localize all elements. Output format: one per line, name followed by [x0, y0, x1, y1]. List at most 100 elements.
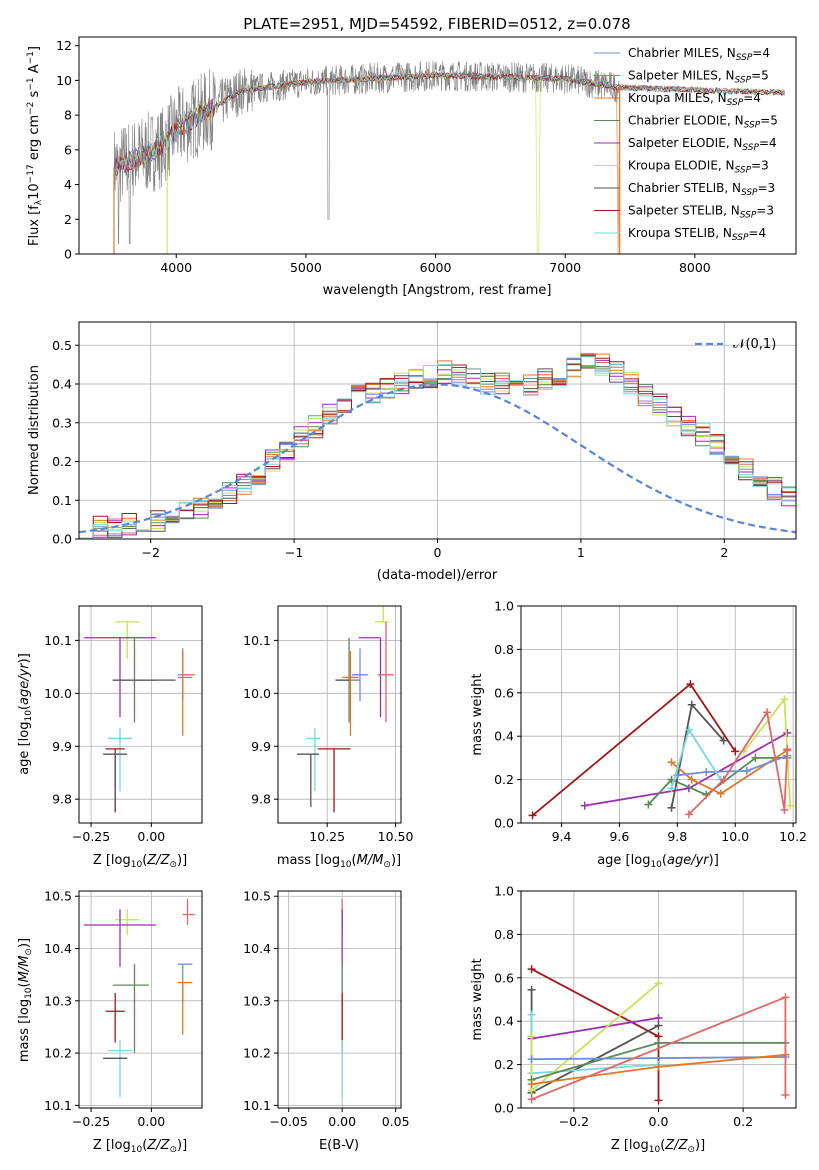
x-tick-label: 10.50 — [378, 829, 414, 844]
plot-area-age-mass — [297, 606, 395, 813]
plus-marker — [654, 1062, 663, 1071]
legend-label: Chabrier ELODIE, NSSP=5 — [628, 114, 778, 131]
plus-marker — [528, 811, 537, 820]
y-tick-label: 9.9 — [251, 739, 271, 754]
plus-marker — [654, 1096, 663, 1105]
y-tick-label: 10.3 — [44, 993, 72, 1008]
y-tick-label: 10.0 — [243, 686, 271, 701]
x-tick-label: −0.25 — [72, 1114, 110, 1129]
weight-line-salpeter-elodie — [531, 1017, 659, 1040]
y-axis-label: Normed distribution — [27, 365, 42, 495]
x-tick-label: 9.8 — [667, 829, 687, 844]
error-bar-point — [375, 606, 389, 623]
axes-frame — [520, 605, 797, 824]
x-axis-label: mass [log10(M/M⊙)] — [277, 853, 401, 870]
x-tick-label: 1 — [577, 545, 585, 560]
plus-marker — [644, 800, 653, 809]
axes-frame — [277, 605, 402, 824]
y-tick-label: 0.2 — [494, 1057, 514, 1072]
x-tick-label: 0.00 — [137, 829, 165, 844]
y-tick-label: 0.0 — [494, 1101, 514, 1116]
weight-line-salpeter-miles — [688, 709, 789, 815]
x-tick-label: −2 — [141, 545, 159, 560]
plot-area-spectrum — [113, 60, 785, 254]
plus-marker — [783, 745, 792, 754]
weight-line-chabrier-stelib — [530, 989, 659, 1095]
legend-label: Salpeter ELODIE, NSSP=4 — [628, 136, 777, 153]
axes-frame — [277, 890, 402, 1109]
plus-marker — [667, 784, 676, 793]
x-tick-label: 0.05 — [382, 1114, 410, 1129]
error-bar-point — [115, 909, 140, 936]
y-axis-label: Flux [fλ10−17 erg cm−2 s−1 A−1] — [26, 46, 44, 246]
figure-title: PLATE=2951, MJD=54592, FIBERID=0512, z=0… — [243, 15, 630, 33]
plus-marker — [702, 768, 711, 777]
x-tick-label: 5000 — [290, 260, 322, 275]
x-tick-label: 0 — [434, 545, 442, 560]
x-tick-label: −0.05 — [270, 1114, 308, 1129]
plus-marker — [527, 1095, 536, 1104]
legend-label: Chabrier MILES, NSSP=4 — [628, 46, 770, 63]
y-tick-label: 2 — [64, 212, 72, 227]
plus-marker — [527, 965, 536, 974]
plus-marker — [786, 801, 795, 810]
y-tick-label: 10.5 — [44, 889, 72, 904]
x-tick-label: 10.2 — [779, 829, 807, 844]
legend-label: Chabrier STELIB, NSSP=3 — [628, 181, 775, 198]
y-tick-label: 10.4 — [243, 941, 271, 956]
plus-marker — [667, 758, 676, 767]
y-tick-label: 0 — [64, 247, 72, 262]
y-tick-label: 0.0 — [52, 532, 72, 547]
y-axis-label: mass weight — [470, 958, 485, 1040]
plus-marker — [684, 725, 693, 734]
x-tick-label: 10.25 — [309, 829, 345, 844]
legend: Chabrier MILES, NSSP=4 Salpeter MILES, NS… — [594, 46, 778, 243]
x-tick-label: 8000 — [679, 260, 711, 275]
y-tick-label: 6 — [64, 142, 72, 157]
plus-marker — [527, 985, 536, 994]
y-tick-label: 10.0 — [44, 686, 72, 701]
x-tick-label: 7000 — [549, 260, 581, 275]
x-axis-label: age [log10(age/yr)] — [597, 853, 719, 870]
legend-label: Kroupa ELODIE, NSSP=3 — [628, 159, 769, 176]
observed-spectrum-line — [113, 60, 620, 244]
y-tick-label: 0.3 — [52, 415, 72, 430]
y-tick-label: 10 — [56, 73, 72, 88]
plus-marker — [580, 801, 589, 810]
axes-spectrum: 4000 5000 6000 7000 8000 0 2 4 6 8 10 12 Chabrier MI… — [26, 36, 797, 298]
y-tick-label: 0.4 — [494, 1014, 514, 1029]
plot-area-weight-age — [528, 680, 795, 820]
x-axis-label: Z [log10(Z/Z⊙)] — [93, 853, 187, 870]
weight-line-kroupa-miles — [670, 749, 788, 795]
y-tick-label: 9.9 — [52, 739, 72, 754]
plus-marker — [686, 680, 695, 689]
plus-marker — [654, 979, 663, 988]
y-tick-label: 10.4 — [44, 941, 72, 956]
plus-marker — [780, 695, 789, 704]
error-bar-point — [297, 753, 319, 808]
y-axis-label: mass weight — [470, 673, 485, 755]
y-tick-label: 8 — [64, 108, 72, 123]
error-bar-point — [317, 748, 351, 813]
plus-marker — [654, 1013, 663, 1022]
x-tick-label: 0.0 — [649, 1114, 669, 1129]
error-bar-point — [377, 621, 395, 723]
axes-mass-Z: −0.25 0.00 10.1 10.2 10.3 10.4 10.5 Z [log10(Z/… — [17, 889, 203, 1155]
x-tick-label: 6000 — [420, 260, 452, 275]
plus-marker — [742, 766, 751, 775]
y-tick-label: 0.6 — [494, 685, 514, 700]
error-bar-point — [177, 981, 193, 1035]
x-tick-label: 0.00 — [328, 1114, 356, 1129]
plot-area-age-Z — [83, 621, 195, 813]
y-tick-label: 0.1 — [52, 493, 72, 508]
error-bar-point — [107, 1040, 133, 1098]
y-tick-label: 10.1 — [44, 1098, 72, 1113]
y-axis-label: mass [log10(M/M⊙)] — [17, 938, 34, 1062]
plus-marker — [763, 708, 772, 717]
histogram-kroupa-stelib — [79, 356, 796, 539]
plus-marker — [783, 728, 792, 737]
plus-marker — [667, 803, 676, 812]
plus-marker — [716, 789, 725, 798]
axes-frame — [78, 605, 203, 824]
